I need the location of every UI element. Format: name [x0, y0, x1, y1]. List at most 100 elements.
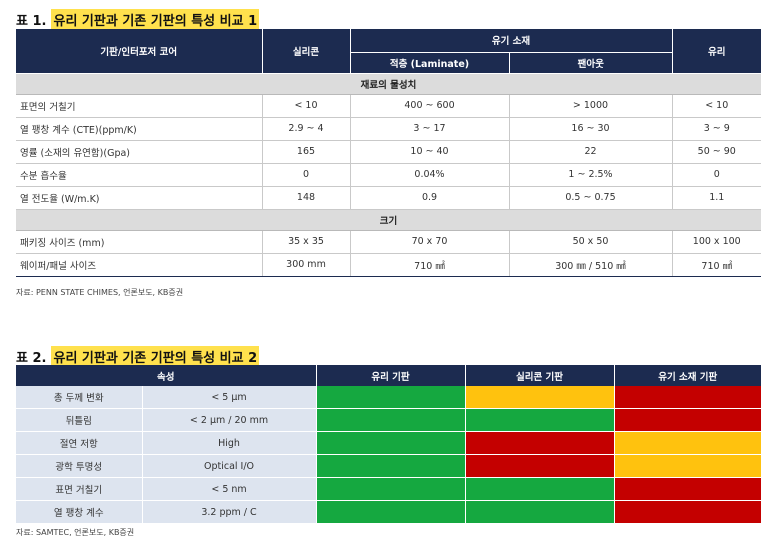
attribute-value: 3.2 ppm / C — [142, 500, 317, 524]
table-cell: 16 ~ 30 — [509, 117, 673, 141]
table-cell: 710 ㎟ — [672, 253, 761, 277]
table-cell: 0.9 — [350, 186, 510, 210]
row-label: 영률 (소재의 유연함)(Gpa) — [16, 140, 263, 164]
table2-header-silicon: 실리콘 기판 — [465, 365, 615, 386]
table-cell: 165 — [262, 140, 351, 164]
attribute-value: < 5 nm — [142, 477, 317, 501]
table1-title-text: 유리 기판과 기존 기판의 특성 비교 1 — [51, 9, 260, 30]
table1-header-glass: 유리 — [672, 29, 761, 74]
table-row: 표면의 거칠기 < 10 400 ~ 600 > 1000 < 10 — [16, 94, 761, 118]
attribute-label: 절연 저항 — [16, 431, 143, 455]
table-cell: 300 mm — [262, 253, 351, 277]
rating-cell-organic — [614, 408, 762, 432]
table-cell: 148 — [262, 186, 351, 210]
table-cell: > 1000 — [509, 94, 673, 118]
table-cell: 10 ~ 40 — [350, 140, 510, 164]
table-cell: 0.04% — [350, 163, 510, 187]
rating-cell-organic — [614, 386, 762, 409]
table-cell: 0 — [262, 163, 351, 187]
rating-cell-organic — [614, 454, 762, 478]
rating-cell-silicon — [465, 386, 615, 409]
table-row: 수분 흡수율 0 0.04% 1 ~ 2.5% 0 — [16, 163, 761, 187]
table-cell: 400 ~ 600 — [350, 94, 510, 118]
attribute-label: 뒤틀림 — [16, 408, 143, 432]
table-cell: 50 x 50 — [509, 230, 673, 254]
table-cell: 0 — [672, 163, 761, 187]
table2-title-prefix: 표 2. — [16, 351, 47, 366]
table1-header-silicon: 실리콘 — [262, 29, 351, 74]
table1-source: 자료: PENN STATE CHIMES, 언론보도, KB증권 — [16, 288, 184, 297]
rating-cell-silicon — [465, 431, 615, 455]
rating-cell-organic — [614, 500, 762, 524]
row-label: 열 전도율 (W/m.K) — [16, 186, 263, 210]
table-row: 열 팽창 계수 3.2 ppm / C — [16, 500, 762, 524]
table1-header-fanout: 팬아웃 — [509, 52, 672, 74]
rating-cell-organic — [614, 477, 762, 501]
table-cell: 710 ㎟ — [350, 253, 510, 277]
attribute-label: 광학 투명성 — [16, 454, 143, 478]
table-row: 절연 저항 High — [16, 431, 762, 455]
row-label: 표면의 거칠기 — [16, 94, 263, 118]
rating-cell-silicon — [465, 408, 615, 432]
table-cell: < 10 — [262, 94, 351, 118]
table2-header-glass: 유리 기판 — [316, 365, 466, 386]
table-cell: 3 ~ 17 — [350, 117, 510, 141]
attribute-label: 열 팽창 계수 — [16, 500, 143, 524]
table1-section-header: 크기 — [16, 209, 761, 231]
table1-title: 표 1. 유리 기판과 기존 기판의 특성 비교 1 — [16, 9, 260, 30]
table1-header-core: 기판/인터포저 코어 — [16, 29, 263, 74]
row-label: 패키징 사이즈 (mm) — [16, 230, 263, 254]
table-row: 열 전도율 (W/m.K) 148 0.9 0.5 ~ 0.75 1.1 — [16, 186, 761, 210]
table2-header-attr: 속성 — [16, 365, 317, 386]
table-row: 뒤틀림 < 2 μm / 20 mm — [16, 408, 762, 432]
table-row: 영률 (소재의 유연함)(Gpa) 165 10 ~ 40 22 50 ~ 90 — [16, 140, 761, 164]
table-cell: 100 x 100 — [672, 230, 761, 254]
table-cell: 300 ㎜ / 510 ㎟ — [509, 253, 673, 277]
table2-title-text: 유리 기판과 기존 기판의 특성 비교 2 — [51, 346, 260, 367]
table-cell: 0.5 ~ 0.75 — [509, 186, 673, 210]
table-cell: 1.1 — [672, 186, 761, 210]
table1-title-prefix: 표 1. — [16, 14, 47, 29]
row-label: 수분 흡수율 — [16, 163, 263, 187]
table1-header-organic: 유기 소재 — [350, 29, 673, 53]
rating-cell-silicon — [465, 454, 615, 478]
table1: 기판/인터포저 코어 실리콘 유기 소재 유리 적층 (Laminate) 팬아… — [16, 29, 761, 277]
rating-cell-glass — [316, 477, 466, 501]
table-cell: 2.9 ~ 4 — [262, 117, 351, 141]
table-cell: 70 x 70 — [350, 230, 510, 254]
table-cell: 22 — [509, 140, 673, 164]
attribute-value: < 2 μm / 20 mm — [142, 408, 317, 432]
row-label: 웨이퍼/패널 사이즈 — [16, 253, 263, 277]
table2-source: 자료: SAMTEC, 언론보도, KB증권 — [16, 528, 135, 537]
attribute-label: 총 두께 변화 — [16, 386, 143, 409]
table2: 속성 유리 기판 실리콘 기판 유기 소재 기판 총 두께 변화 < 5 μm 뒤틀… — [16, 365, 762, 524]
table1-header-laminate: 적층 (Laminate) — [350, 52, 510, 74]
rating-cell-glass — [316, 408, 466, 432]
rating-cell-glass — [316, 431, 466, 455]
rating-cell-organic — [614, 431, 762, 455]
table2-title: 표 2. 유리 기판과 기존 기판의 특성 비교 2 — [16, 346, 260, 367]
table1-section-header: 재료의 물성치 — [16, 73, 761, 95]
rating-cell-glass — [316, 500, 466, 524]
rating-cell-glass — [316, 454, 466, 478]
table-row: 패키징 사이즈 (mm) 35 x 35 70 x 70 50 x 50 100 x 1… — [16, 230, 761, 254]
table-row: 광학 투명성 Optical I/O — [16, 454, 762, 478]
table-cell: 1 ~ 2.5% — [509, 163, 673, 187]
table-cell: 3 ~ 9 — [672, 117, 761, 141]
attribute-label: 표면 거칠기 — [16, 477, 143, 501]
rating-cell-glass — [316, 386, 466, 409]
row-label: 열 팽창 계수 (CTE)(ppm/K) — [16, 117, 263, 141]
rating-cell-silicon — [465, 500, 615, 524]
table-cell: 50 ~ 90 — [672, 140, 761, 164]
table-row: 웨이퍼/패널 사이즈 300 mm 710 ㎟ 300 ㎜ / 510 ㎟ 710 ㎟ — [16, 253, 761, 277]
attribute-value: High — [142, 431, 317, 455]
rating-cell-silicon — [465, 477, 615, 501]
table-row: 표면 거칠기 < 5 nm — [16, 477, 762, 501]
table-row: 총 두께 변화 < 5 μm — [16, 386, 762, 409]
table-cell: 35 x 35 — [262, 230, 351, 254]
attribute-value: Optical I/O — [142, 454, 317, 478]
attribute-value: < 5 μm — [142, 386, 317, 409]
table2-header-organic: 유기 소재 기판 — [614, 365, 762, 386]
table-cell: < 10 — [672, 94, 761, 118]
